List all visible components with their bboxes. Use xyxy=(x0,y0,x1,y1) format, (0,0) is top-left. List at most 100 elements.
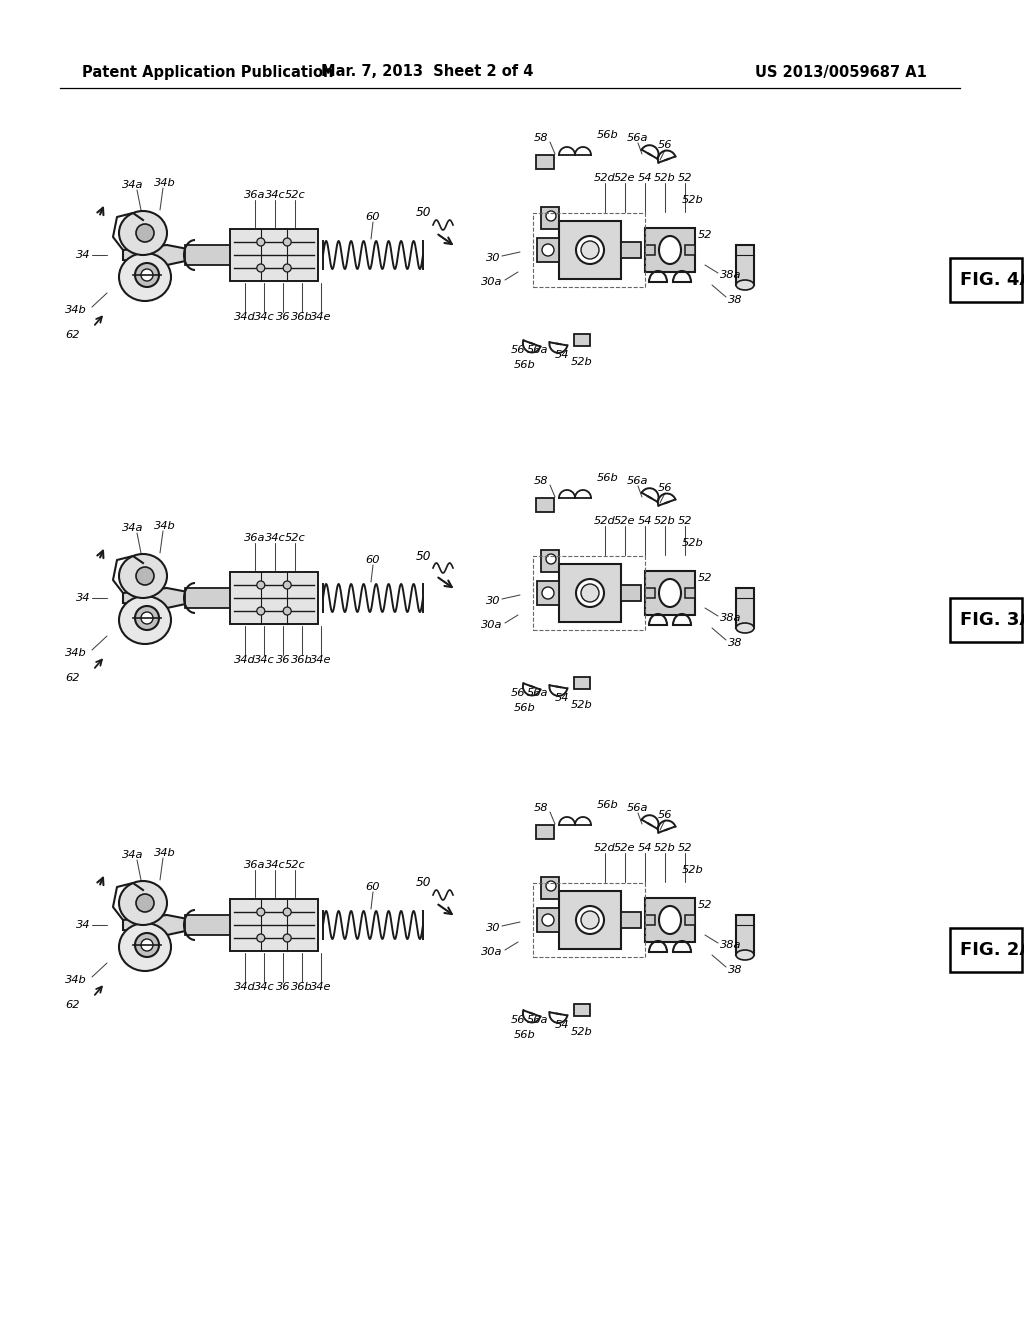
Circle shape xyxy=(575,906,604,935)
Text: 56a: 56a xyxy=(527,1015,549,1026)
Text: 52b: 52b xyxy=(654,843,676,853)
FancyBboxPatch shape xyxy=(645,898,695,942)
Text: 52b: 52b xyxy=(571,700,593,710)
FancyBboxPatch shape xyxy=(185,915,234,935)
FancyBboxPatch shape xyxy=(621,585,641,601)
FancyBboxPatch shape xyxy=(736,587,754,628)
FancyBboxPatch shape xyxy=(645,915,655,925)
Text: 54: 54 xyxy=(555,350,569,360)
Text: 34a: 34a xyxy=(122,850,143,861)
Text: 34c: 34c xyxy=(264,533,286,543)
FancyBboxPatch shape xyxy=(621,912,641,928)
Text: 60: 60 xyxy=(366,554,380,565)
Ellipse shape xyxy=(659,579,681,607)
FancyBboxPatch shape xyxy=(645,572,695,615)
FancyBboxPatch shape xyxy=(645,228,695,272)
Text: 58: 58 xyxy=(534,477,548,486)
Text: 30a: 30a xyxy=(480,277,502,286)
Text: 34e: 34e xyxy=(310,982,332,993)
Polygon shape xyxy=(123,587,193,609)
FancyBboxPatch shape xyxy=(645,587,655,598)
Circle shape xyxy=(141,612,153,624)
Circle shape xyxy=(542,913,554,927)
Text: 56b: 56b xyxy=(597,800,618,810)
Text: 36b: 36b xyxy=(291,982,313,993)
Circle shape xyxy=(284,581,291,589)
Text: US 2013/0059687 A1: US 2013/0059687 A1 xyxy=(755,65,927,79)
Circle shape xyxy=(575,579,604,607)
Text: 52b: 52b xyxy=(682,865,703,875)
Text: 62: 62 xyxy=(66,1001,80,1010)
Text: 52d: 52d xyxy=(594,516,615,525)
Text: 34: 34 xyxy=(76,593,90,603)
Text: 52e: 52e xyxy=(614,516,636,525)
FancyBboxPatch shape xyxy=(685,587,695,598)
Ellipse shape xyxy=(119,880,167,925)
Text: 56a: 56a xyxy=(628,477,649,486)
Text: 56: 56 xyxy=(657,810,672,820)
Text: 60: 60 xyxy=(366,213,380,222)
Ellipse shape xyxy=(119,597,171,644)
Text: 34c: 34c xyxy=(254,312,274,322)
Text: 52c: 52c xyxy=(285,533,305,543)
Text: 52: 52 xyxy=(698,900,713,909)
Text: 34d: 34d xyxy=(234,312,256,322)
Circle shape xyxy=(546,211,556,220)
Text: 56a: 56a xyxy=(527,688,549,698)
Text: 36: 36 xyxy=(275,655,290,665)
Circle shape xyxy=(575,236,604,264)
Circle shape xyxy=(136,224,154,242)
FancyBboxPatch shape xyxy=(537,238,559,261)
Text: 38a: 38a xyxy=(720,940,741,950)
Circle shape xyxy=(257,935,265,942)
FancyBboxPatch shape xyxy=(685,246,695,255)
Circle shape xyxy=(284,238,291,246)
Text: 34e: 34e xyxy=(310,655,332,665)
Text: 62: 62 xyxy=(66,673,80,682)
Text: 36b: 36b xyxy=(291,655,313,665)
Ellipse shape xyxy=(119,253,171,301)
Text: 36: 36 xyxy=(275,982,290,993)
Circle shape xyxy=(257,607,265,615)
FancyBboxPatch shape xyxy=(574,334,590,346)
Text: FIG. 4A: FIG. 4A xyxy=(961,271,1024,289)
Text: 56a: 56a xyxy=(527,345,549,355)
Text: 30: 30 xyxy=(485,597,500,606)
Circle shape xyxy=(546,880,556,891)
Text: 36: 36 xyxy=(275,312,290,322)
Text: 52b: 52b xyxy=(654,516,676,525)
Text: 56: 56 xyxy=(511,1015,525,1026)
Text: 56b: 56b xyxy=(597,129,618,140)
Text: 60: 60 xyxy=(366,882,380,892)
FancyBboxPatch shape xyxy=(536,154,554,169)
Text: 38a: 38a xyxy=(720,271,741,280)
FancyBboxPatch shape xyxy=(645,246,655,255)
Text: 54: 54 xyxy=(555,1020,569,1030)
Text: 52b: 52b xyxy=(682,195,703,205)
Text: 56: 56 xyxy=(511,688,525,698)
Ellipse shape xyxy=(736,950,754,960)
Ellipse shape xyxy=(736,280,754,290)
Ellipse shape xyxy=(736,623,754,634)
FancyBboxPatch shape xyxy=(537,581,559,605)
Text: 34d: 34d xyxy=(234,655,256,665)
Circle shape xyxy=(136,568,154,585)
Text: 34b: 34b xyxy=(66,648,87,657)
Text: 34a: 34a xyxy=(122,523,143,533)
Text: 34c: 34c xyxy=(264,861,286,870)
Text: FIG. 2A: FIG. 2A xyxy=(961,941,1024,960)
FancyBboxPatch shape xyxy=(559,220,621,279)
Text: 56a: 56a xyxy=(628,133,649,143)
FancyBboxPatch shape xyxy=(541,207,559,228)
Text: 52d: 52d xyxy=(594,843,615,853)
Text: 56: 56 xyxy=(657,483,672,492)
Text: 52: 52 xyxy=(698,573,713,583)
FancyBboxPatch shape xyxy=(541,876,559,899)
Circle shape xyxy=(542,587,554,599)
Text: FIG. 3A: FIG. 3A xyxy=(961,611,1024,630)
Text: 34b: 34b xyxy=(155,521,176,531)
Text: 54: 54 xyxy=(638,516,652,525)
Circle shape xyxy=(284,908,291,916)
Text: 30: 30 xyxy=(485,923,500,933)
Circle shape xyxy=(135,933,159,957)
